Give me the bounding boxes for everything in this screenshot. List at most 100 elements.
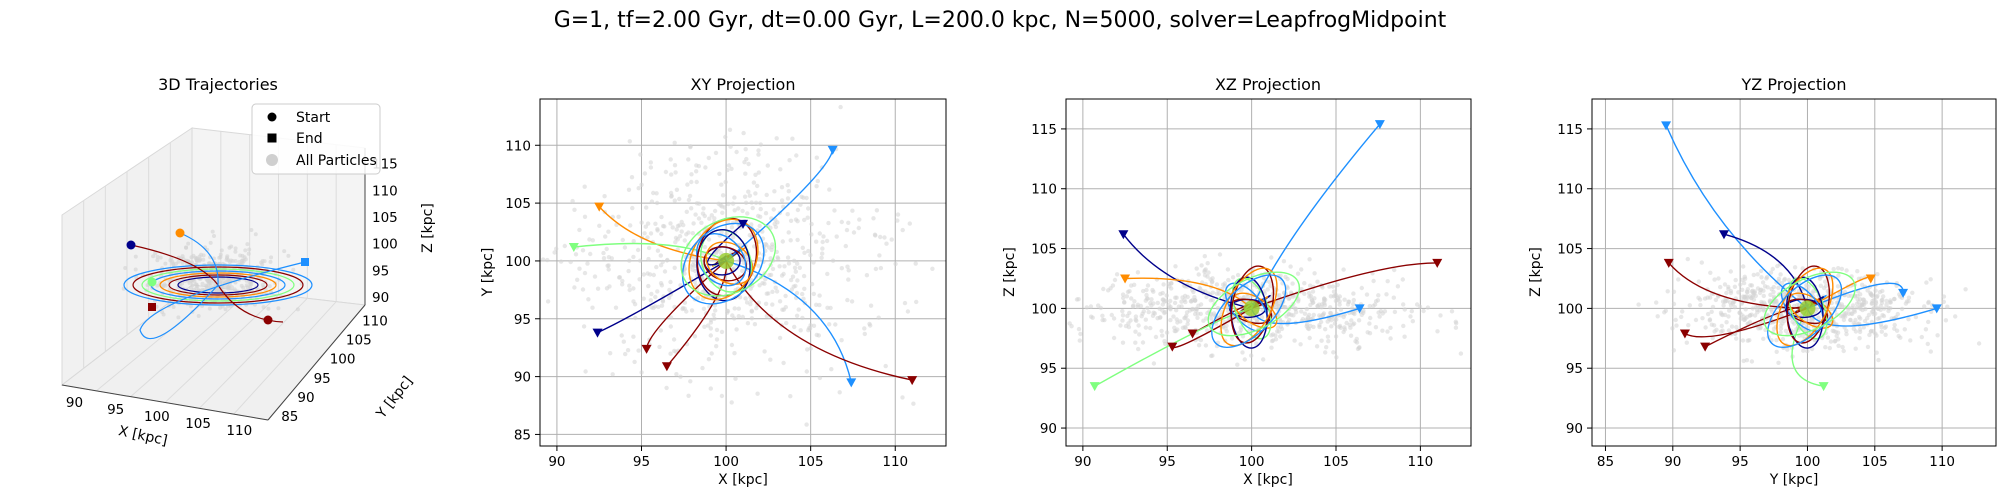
particle-dot — [1365, 330, 1370, 335]
tick-label-y: 110 — [505, 138, 531, 154]
particle-dot — [233, 246, 238, 251]
particle-dot — [787, 158, 792, 163]
particle-dot — [1319, 338, 1324, 343]
particle-dot — [795, 237, 800, 243]
particle-dot — [730, 313, 735, 318]
tick-label-y-3d: 105 — [346, 333, 372, 349]
particle-dot — [1888, 306, 1893, 311]
start-marker — [1718, 230, 1729, 240]
tick-label-y-3d: 95 — [314, 371, 331, 387]
particle-dot — [1305, 326, 1311, 331]
particle-dot — [1120, 308, 1125, 314]
particle-dot — [1902, 327, 1908, 332]
particle-dot — [1805, 349, 1810, 354]
particle-dot — [646, 256, 651, 262]
particle-dot — [554, 246, 559, 251]
particle-dot — [1202, 273, 1208, 278]
particle-dot — [749, 316, 755, 321]
particle-dot — [1874, 350, 1879, 355]
start-marker-3d — [126, 240, 136, 250]
particle-dot — [709, 351, 714, 356]
particle-dot — [765, 163, 770, 168]
particle-dot — [1380, 311, 1385, 316]
particle-dot — [1359, 312, 1365, 317]
particle-dot — [1769, 286, 1774, 292]
particle-dot — [1167, 284, 1172, 289]
particle-dot — [677, 196, 682, 202]
particle-dot — [777, 264, 782, 269]
particle-dot — [1368, 315, 1373, 321]
particle-dot — [1148, 325, 1153, 331]
particle-dot — [768, 256, 773, 261]
particle-dot — [750, 205, 755, 211]
particle-dot — [651, 305, 656, 311]
particle-dot — [1106, 288, 1111, 293]
particle-dot — [827, 187, 832, 192]
particle-dot — [1711, 323, 1717, 328]
particle-dot — [1708, 270, 1713, 275]
particle-dot — [226, 285, 231, 290]
particle-dot — [651, 272, 656, 278]
particle-dot — [195, 256, 200, 261]
particle-dot — [795, 278, 800, 283]
particle-dot — [1338, 307, 1344, 312]
particle-dot — [1163, 298, 1169, 304]
particle-dot — [1839, 314, 1844, 319]
particle-dot — [155, 283, 160, 288]
particle-dot — [1273, 333, 1278, 338]
panel-3d-trajectories: 3D Trajectories 90 95 100 105 11085909510010… — [60, 75, 436, 449]
particle-dot — [763, 277, 768, 282]
particle-dot — [1285, 285, 1290, 291]
particle-dot — [692, 334, 698, 339]
particle-dot — [1680, 309, 1685, 314]
particle-dot — [811, 323, 817, 328]
particle-dot — [1124, 294, 1130, 299]
grid-line-3d — [96, 287, 222, 392]
particle-dot — [682, 306, 687, 311]
particle-dot — [907, 221, 912, 226]
particle-dot — [893, 261, 898, 267]
particle-dot — [660, 259, 665, 265]
particle-dot — [1823, 345, 1828, 350]
particle-dot — [1764, 274, 1770, 280]
tick-label-y: 115 — [1031, 122, 1057, 138]
particle-dot — [1898, 335, 1903, 340]
particle-dot — [668, 279, 673, 285]
particle-dot — [1329, 318, 1334, 323]
particle-dot — [1259, 315, 1265, 320]
particle-dot — [1347, 299, 1352, 304]
particle-dot — [210, 229, 215, 234]
particle-dot — [1671, 348, 1677, 353]
particle-dot — [590, 305, 595, 310]
particle-dot — [724, 231, 729, 236]
particle-dot — [237, 260, 242, 264]
particle-dot — [1718, 284, 1723, 290]
start-marker — [827, 145, 838, 155]
particle-dot — [171, 305, 176, 309]
particle-dot — [1182, 297, 1187, 303]
tick-label-x: 95 — [1159, 454, 1176, 470]
particle-dot — [1332, 321, 1338, 326]
particle-dot — [1204, 316, 1209, 321]
particle-dot — [857, 217, 862, 222]
particle-dot — [645, 271, 650, 276]
particle-dot — [1928, 277, 1933, 282]
particle-dot — [1077, 338, 1083, 343]
particle-dot — [163, 283, 168, 288]
particle-dot — [645, 235, 650, 240]
particle-dot — [1197, 285, 1202, 291]
particle-dot — [1133, 340, 1138, 345]
particle-dot — [1328, 305, 1333, 310]
particle-dot — [682, 271, 687, 276]
particle-dot — [1728, 269, 1734, 274]
tick-label-x: 100 — [1239, 454, 1265, 470]
particle-dot — [1375, 298, 1381, 303]
particle-dot — [184, 245, 189, 250]
particle-dot — [1328, 294, 1334, 299]
particle-dot — [794, 290, 800, 296]
particle-dot — [1352, 311, 1357, 317]
particle-dot — [1226, 277, 1231, 283]
particle-dot — [752, 322, 758, 327]
particle-dot — [585, 261, 590, 266]
particle-dot — [1202, 254, 1208, 259]
